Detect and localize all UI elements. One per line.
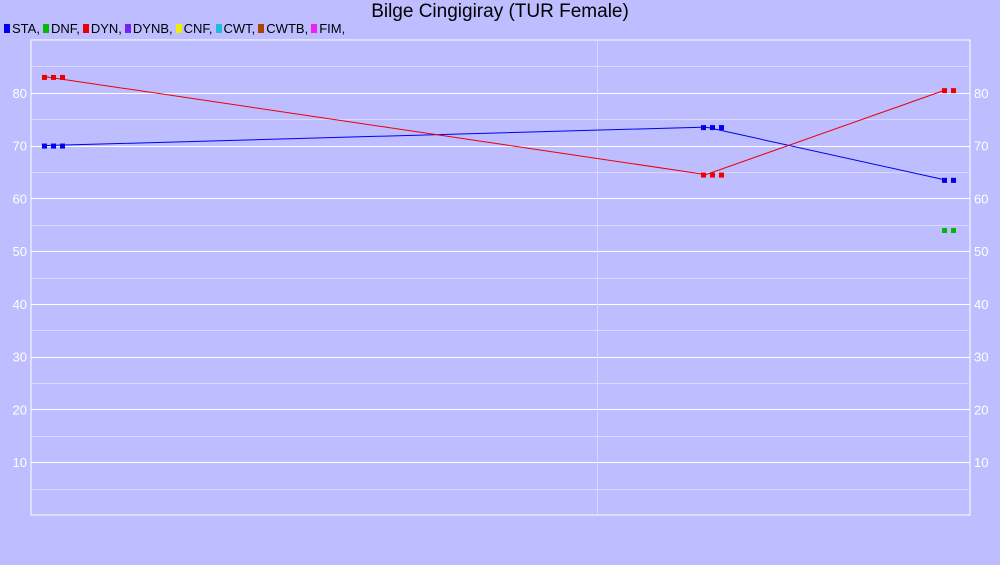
legend-swatch <box>42 23 49 33</box>
legend-label: STA, <box>12 20 40 36</box>
y-tick-label-right: 40 <box>974 297 988 312</box>
data-point-marker <box>710 125 715 131</box>
legend-label: DYN, <box>90 20 122 36</box>
plot-frame <box>30 39 971 516</box>
y-tick-label-left: 50 <box>13 244 27 259</box>
data-point-marker <box>719 125 724 131</box>
legend-item: CWTB, <box>258 21 308 36</box>
y-tick-label-right: 60 <box>974 191 988 206</box>
legend-swatch <box>124 23 131 33</box>
data-point-marker <box>710 172 715 178</box>
legend-label: CWT, <box>223 20 256 36</box>
y-tick-label-right: 80 <box>974 86 988 101</box>
y-tick-label-left: 70 <box>13 139 27 154</box>
legend-label: CWTB, <box>266 20 309 36</box>
data-point-marker <box>942 177 947 183</box>
y-tick-label-left: 30 <box>13 350 27 365</box>
legend-item: CNF, <box>175 20 213 36</box>
data-point-marker <box>51 74 56 80</box>
legend-swatch <box>4 23 10 33</box>
y-tick-label-left: 40 <box>13 297 27 312</box>
y-tick-label-right: 50 <box>974 244 988 259</box>
data-point-marker <box>942 88 947 94</box>
y-tick-label-right: 20 <box>974 402 988 417</box>
chart-legend: STA, DNF, DYN, DYNB, CNF, CWT, CWTB, FIM, <box>4 20 348 36</box>
y-tick-label-left: 20 <box>13 402 27 417</box>
data-point-marker <box>951 177 956 183</box>
data-point-marker <box>942 228 947 233</box>
legend-label: DYNB, <box>132 20 173 36</box>
data-point-marker <box>60 143 65 149</box>
y-tick-label-left: 10 <box>13 455 27 470</box>
data-point-marker <box>951 228 956 233</box>
data-point-marker <box>42 143 47 149</box>
data-point-marker <box>951 88 956 94</box>
y-tick-label-left: 80 <box>13 86 27 101</box>
legend-swatch <box>258 23 265 33</box>
legend-item: DYN, <box>82 20 122 36</box>
data-point-marker <box>51 143 56 149</box>
y-tick-label-left: 60 <box>13 191 27 206</box>
y-tick-label-right: 30 <box>974 350 988 365</box>
legend-item: CWT, <box>215 20 256 36</box>
y-tick-label-right: 70 <box>974 139 988 154</box>
data-point-marker <box>701 125 706 131</box>
data-point-marker <box>42 74 47 80</box>
legend-item: DNF, <box>42 20 80 36</box>
data-point-marker <box>701 172 706 178</box>
legend-label: DNF, <box>50 20 80 36</box>
chart-title: Bilge Cingigiray (TUR Female) <box>371 1 629 22</box>
legend-item: DYNB, <box>124 20 173 36</box>
series-line <box>46 126 946 181</box>
legend-item: STA, <box>4 21 40 36</box>
legend-swatch <box>82 23 89 33</box>
legend-label: FIM, <box>319 20 346 36</box>
data-point-marker <box>60 74 65 80</box>
legend-item: FIM, <box>311 21 345 36</box>
legend-swatch <box>215 23 222 33</box>
legend-label: CNF, <box>183 20 213 36</box>
legend-swatch <box>311 23 318 33</box>
series-line <box>46 76 946 176</box>
legend-swatch <box>175 23 182 33</box>
data-point-marker <box>719 172 724 178</box>
y-tick-label-right: 10 <box>974 455 988 470</box>
